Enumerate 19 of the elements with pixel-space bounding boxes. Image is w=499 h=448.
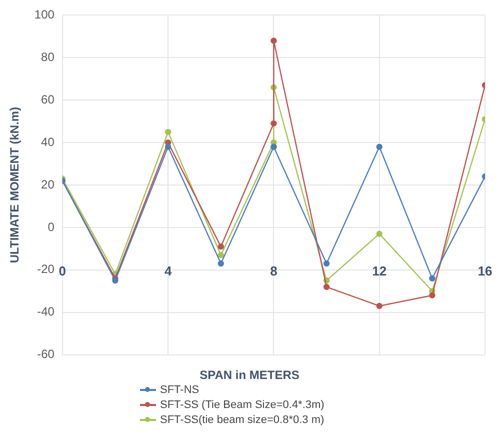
legend-label: SFT-SS(tie beam size=0.8*0.3 m) [160,414,324,426]
y-tick-label: 60 [41,92,55,106]
y-axis-title: ULTIMATE MOMENT (kN.m) [8,106,22,264]
y-tick-label: 80 [41,50,55,64]
x-tick-label: 8 [270,263,278,278]
x-tick-label: 0 [58,263,66,278]
y-tick-label: 20 [41,177,55,192]
y-tick-label: -40 [37,304,55,319]
y-tick-label: -60 [37,347,55,362]
x-tick-label: 12 [372,263,387,278]
y-tick-label: 100 [34,8,55,22]
x-axis-title: SPAN in METERS [198,368,300,382]
y-tick-label: 0 [48,220,55,234]
legend-label: SFT-SS (Tie Beam Size=0.4*.3m) [160,398,324,410]
y-tick-label: 40 [41,134,55,149]
x-tick-label: 4 [164,263,172,278]
x-tick-label: 16 [478,263,492,278]
y-tick-label: -20 [37,262,55,276]
legend-label: SFT-NS [160,384,200,396]
